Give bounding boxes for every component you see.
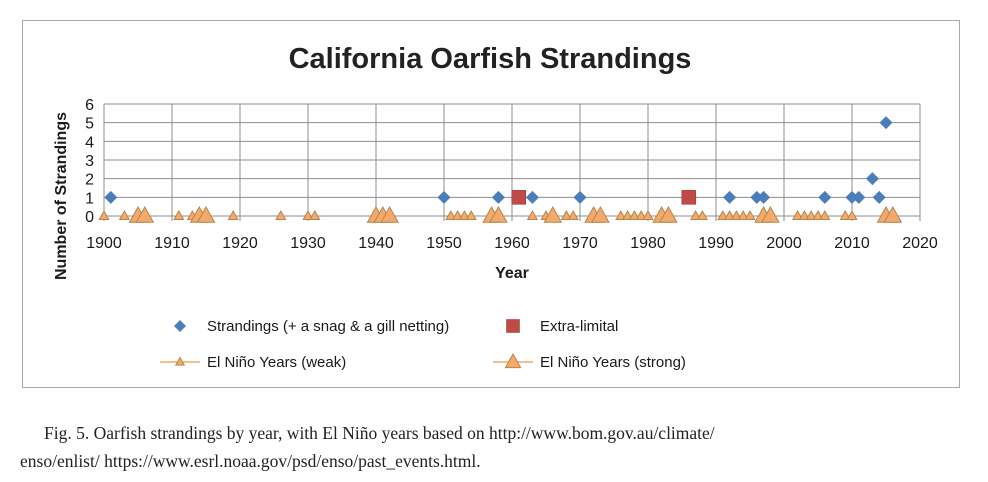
figure-caption: Fig. 5. Oarfish strandings by year, with… xyxy=(20,419,970,475)
point-triangle xyxy=(543,205,563,223)
point-small-triangle xyxy=(744,209,756,220)
point-small-triangle xyxy=(302,209,314,220)
point-small-triangle xyxy=(275,209,287,220)
point-triangle xyxy=(883,205,903,223)
point-small-triangle xyxy=(118,209,131,220)
point-diamond xyxy=(865,172,879,186)
y-tick-label: 4 xyxy=(85,134,94,151)
x-tick-label: 1920 xyxy=(222,235,258,252)
y-tick-label: 2 xyxy=(85,172,94,189)
y-tick-label: 5 xyxy=(85,116,94,133)
point-small-triangle xyxy=(846,209,858,220)
point-diamond xyxy=(491,190,505,204)
caption-line-2: enso/enlist/ https://www.esrl.noaa.gov/p… xyxy=(20,451,481,471)
y-axis-label: Number of Strandings xyxy=(53,112,70,280)
caption-line-1: Fig. 5. Oarfish strandings by year, with… xyxy=(44,423,715,443)
point-small-triangle xyxy=(621,209,634,220)
point-diamond xyxy=(818,190,832,204)
point-diamond xyxy=(872,190,886,204)
point-small-triangle xyxy=(737,209,749,220)
x-tick-label: 1950 xyxy=(426,235,462,252)
chart-title: California Oarfish Strandings xyxy=(289,43,692,75)
legend-marker-small-triangle xyxy=(174,356,186,366)
point-square xyxy=(511,190,527,205)
point-triangle xyxy=(590,205,610,223)
point-small-triangle xyxy=(526,209,539,220)
legend-marker-diamond xyxy=(174,320,186,332)
point-diamond xyxy=(525,190,539,204)
point-small-triangle xyxy=(819,209,831,220)
point-small-triangle xyxy=(812,209,824,220)
point-diamond xyxy=(757,190,771,204)
x-tick-label: 1990 xyxy=(698,235,734,252)
legend-label: El Niño Years (weak) xyxy=(207,354,346,371)
point-triangle xyxy=(196,205,216,223)
x-tick-label: 1970 xyxy=(562,235,598,252)
point-triangle xyxy=(658,205,678,223)
point-small-triangle xyxy=(798,209,811,220)
x-tick-label: 2000 xyxy=(766,235,802,252)
point-small-triangle xyxy=(567,209,579,220)
y-tick-label: 0 xyxy=(85,209,94,226)
point-small-triangle xyxy=(451,209,464,220)
x-tick-label: 1910 xyxy=(154,235,190,252)
point-small-triangle xyxy=(717,209,729,220)
point-triangle xyxy=(380,205,400,223)
x-axis-label: Year xyxy=(495,265,529,282)
point-small-triangle xyxy=(805,209,817,220)
x-tick-label: 1940 xyxy=(358,235,394,252)
point-small-triangle xyxy=(309,209,321,220)
point-diamond xyxy=(573,190,587,204)
point-small-triangle xyxy=(560,209,573,220)
y-tick-label: 6 xyxy=(85,97,94,114)
point-triangle xyxy=(760,205,780,223)
point-diamond xyxy=(879,116,893,130)
x-tick-label: 1900 xyxy=(86,235,122,252)
x-tick-label: 1960 xyxy=(494,235,530,252)
chart-frame: California Oarfish Strandings 0 1 2 3 4 5 6 1900… xyxy=(22,20,960,388)
point-small-triangle xyxy=(458,209,471,220)
point-triangle xyxy=(135,205,155,223)
point-small-triangle xyxy=(791,209,804,220)
point-diamond xyxy=(723,190,737,204)
point-small-triangle xyxy=(730,209,743,220)
legend-marker-square xyxy=(506,319,520,333)
legend-marker-triangle xyxy=(504,352,522,369)
point-small-triangle xyxy=(839,209,851,220)
point-small-triangle xyxy=(445,209,457,220)
point-small-triangle xyxy=(98,209,110,220)
legend-label: El Niño Years (strong) xyxy=(540,354,686,371)
point-small-triangle xyxy=(689,209,702,220)
point-small-triangle xyxy=(723,209,736,220)
x-tick-label: 2020 xyxy=(902,235,938,252)
legend-label: Extra-limital xyxy=(540,318,618,335)
x-tick-label: 1930 xyxy=(290,235,326,252)
x-tick-label: 2010 xyxy=(834,235,870,252)
chart-svg: California Oarfish Strandings 0 12 3 45 6 1900… xyxy=(53,43,938,371)
point-small-triangle xyxy=(173,209,185,220)
y-tick-label: 1 xyxy=(85,190,94,207)
point-small-triangle xyxy=(615,209,627,220)
point-small-triangle xyxy=(628,209,641,220)
point-diamond xyxy=(852,190,866,204)
point-small-triangle xyxy=(696,209,709,220)
y-tick-label: 3 xyxy=(85,153,94,170)
point-triangle xyxy=(488,205,508,223)
point-small-triangle xyxy=(635,209,647,220)
point-diamond xyxy=(750,190,764,204)
x-tick-label: 1980 xyxy=(630,235,666,252)
point-diamond xyxy=(437,190,451,204)
point-small-triangle xyxy=(227,209,239,220)
point-diamond xyxy=(845,190,859,204)
legend-label: Strandings (+ a snag & a gill netting) xyxy=(207,318,449,335)
point-diamond xyxy=(104,190,118,204)
point-square xyxy=(681,190,697,205)
point-small-triangle xyxy=(642,209,654,220)
point-small-triangle xyxy=(465,209,477,220)
